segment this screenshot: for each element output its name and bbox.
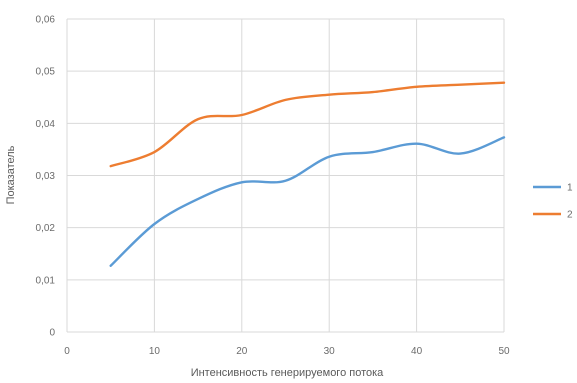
y-tick-label: 0,01 <box>36 275 56 286</box>
x-tick-label: 30 <box>324 346 336 357</box>
legend-label-2: 2 <box>567 210 573 221</box>
series-line-1 <box>109 136 506 267</box>
y-tick-label: 0 <box>49 328 55 339</box>
y-tick-label: 0,03 <box>36 171 56 182</box>
legend: 12 <box>533 183 573 221</box>
series-line-2 <box>109 81 506 168</box>
x-tick-label: 40 <box>411 346 423 357</box>
x-axis-ticks: 0 10 20 30 40 50 <box>64 346 510 357</box>
series-lines <box>109 81 506 267</box>
y-tick-label: 0,06 <box>36 15 56 26</box>
x-tick-label: 50 <box>498 346 510 357</box>
x-tick-label: 10 <box>149 346 161 357</box>
legend-label-1: 1 <box>567 183 573 194</box>
grid-lines <box>66 18 505 333</box>
y-tick-label: 0,04 <box>36 119 56 130</box>
x-tick-label: 20 <box>236 346 248 357</box>
x-axis-title: Интенсивность генерируемого потока <box>191 367 384 379</box>
y-tick-label: 0,05 <box>36 67 56 78</box>
y-axis-title: Показатель <box>5 145 17 204</box>
y-axis-ticks: 0 0,01 0,02 0,03 0,04 0,05 0,06 <box>36 15 56 339</box>
x-tick-label: 0 <box>64 346 70 357</box>
y-tick-label: 0,02 <box>36 223 56 234</box>
